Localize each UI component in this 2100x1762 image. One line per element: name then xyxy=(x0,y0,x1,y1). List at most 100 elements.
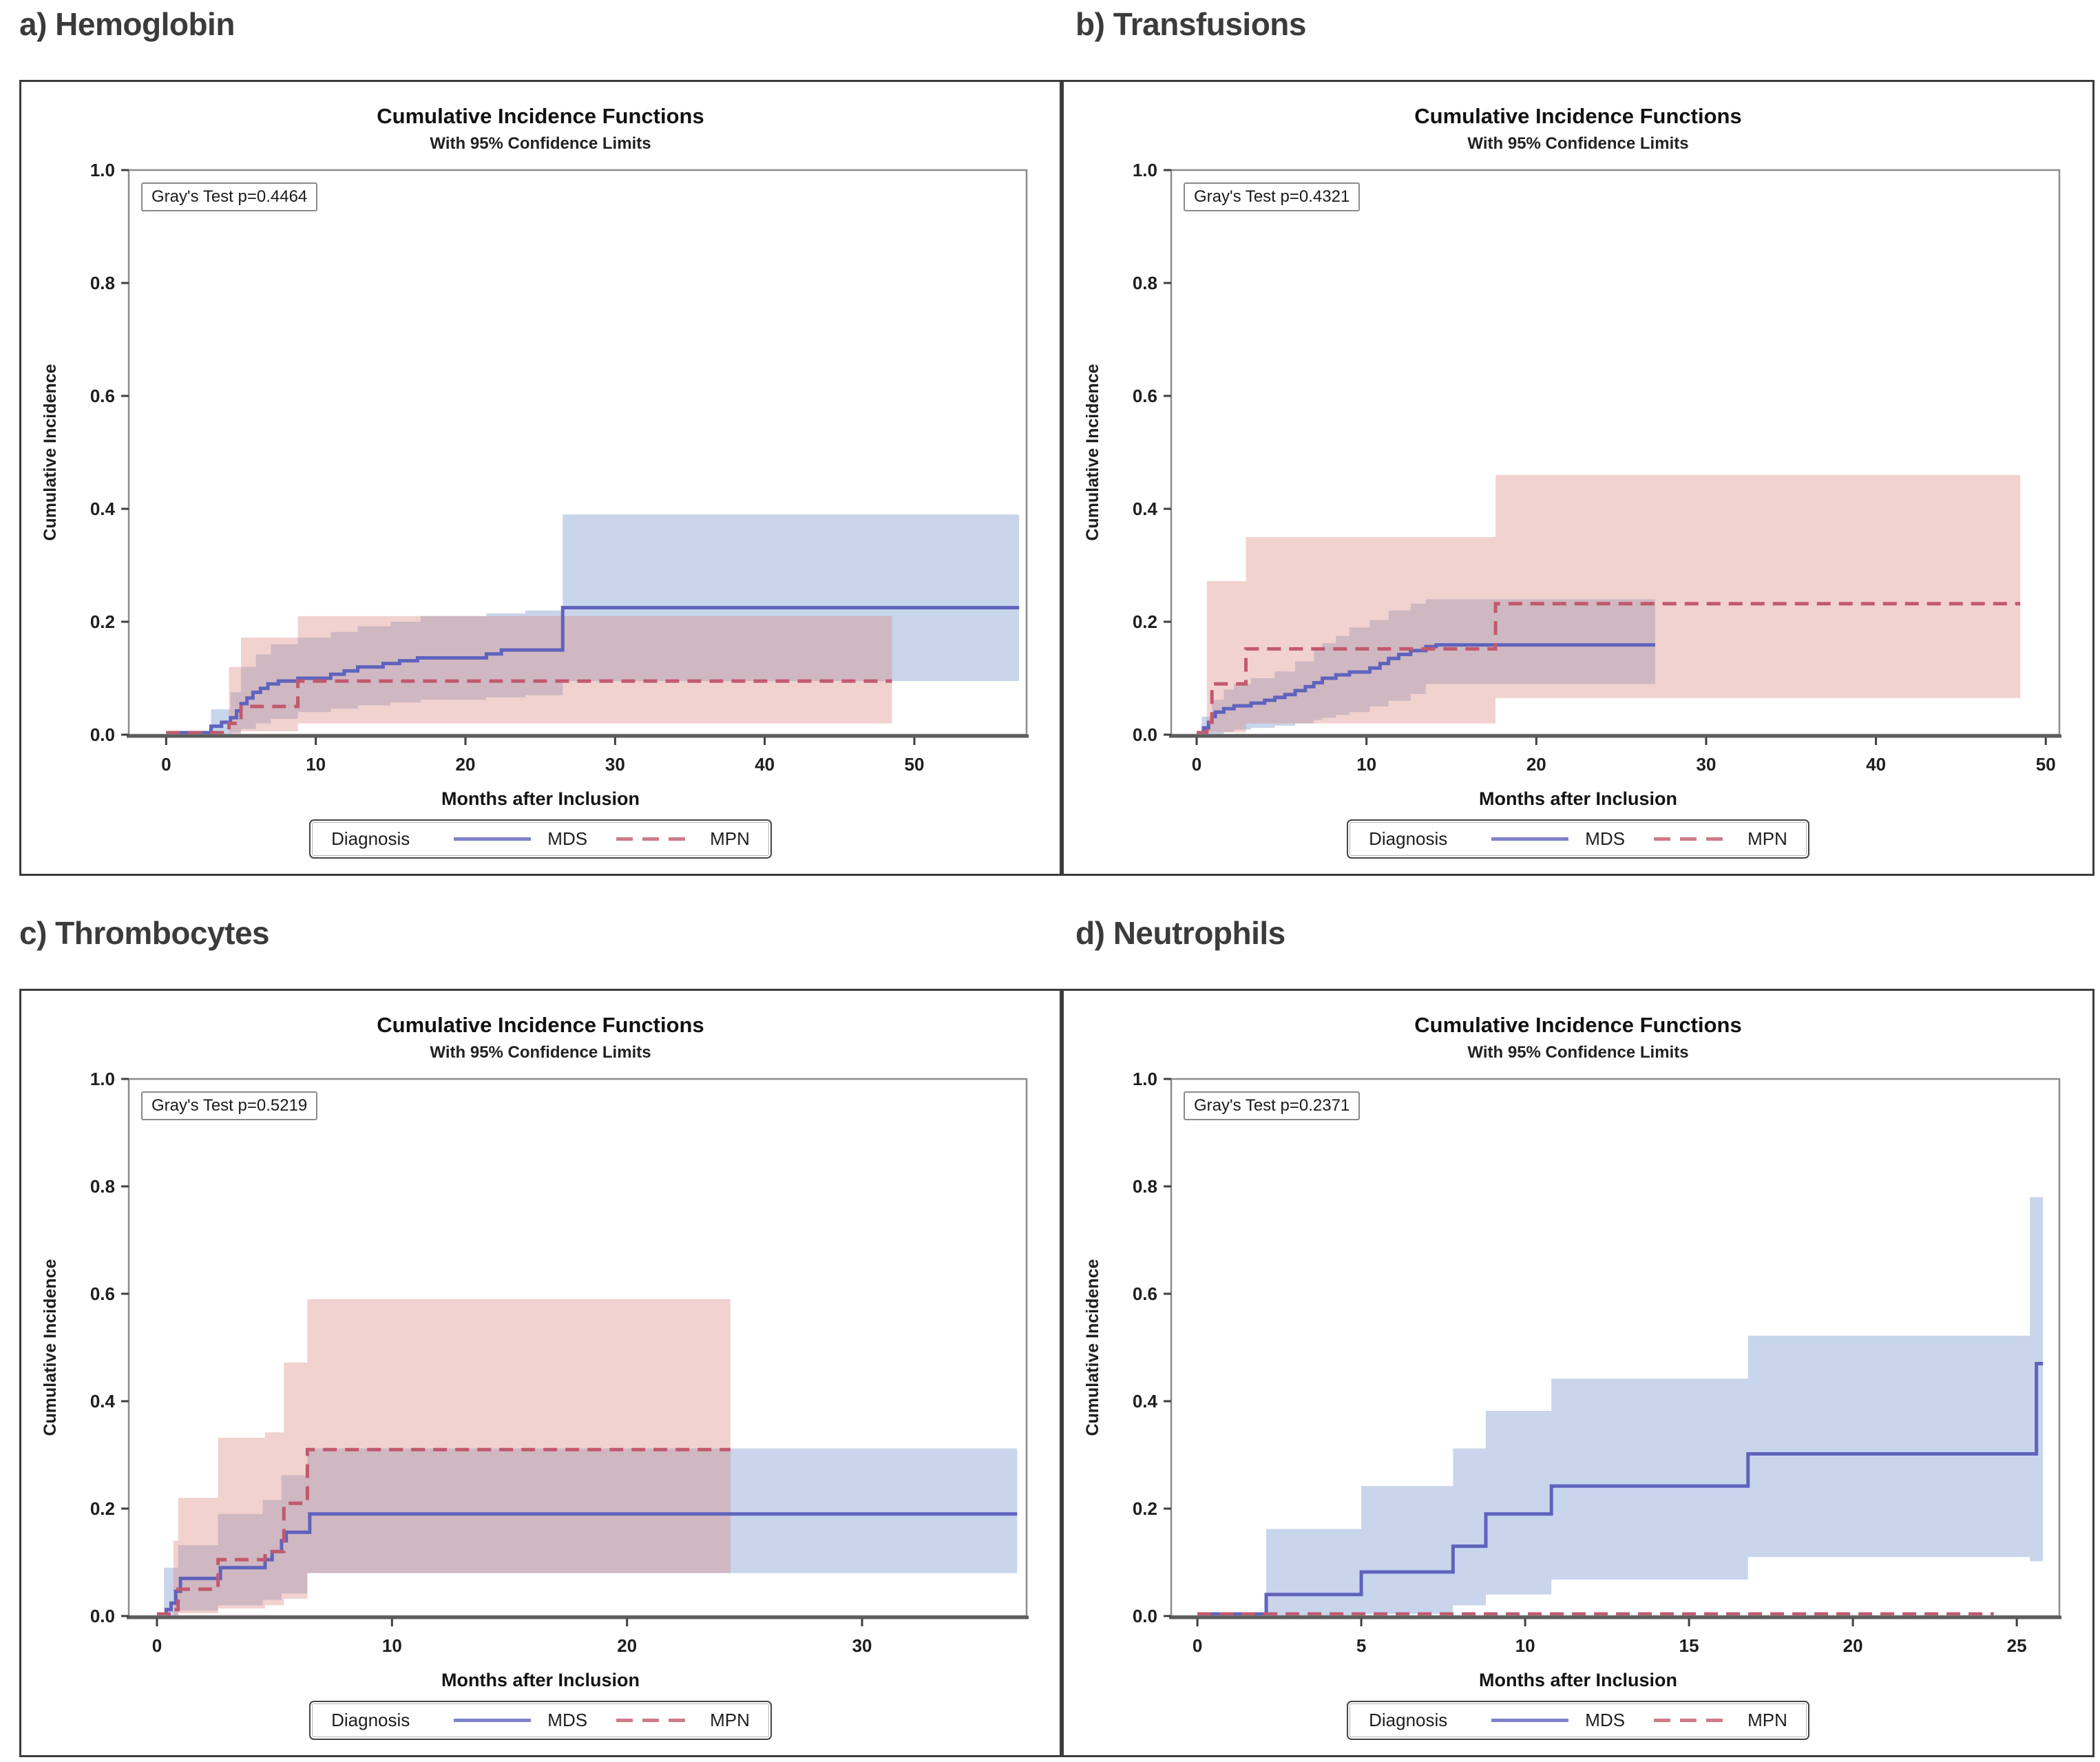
mds-line xyxy=(156,1512,1018,1616)
x-tick-label: 30 xyxy=(605,754,625,775)
legend-mpn-label: MPN xyxy=(710,1710,750,1730)
x-tick-label: 30 xyxy=(852,1635,872,1656)
legend-mpn-label: MPN xyxy=(710,828,750,849)
grays-test-annotation: Gray's Test p=0.2371 xyxy=(1184,1091,1361,1120)
mpn-line xyxy=(156,1447,731,1616)
grays-test-annotation: Gray's Test p=0.4464 xyxy=(141,182,318,211)
plot-wall xyxy=(129,1079,1027,1616)
y-tick-label: 0.8 xyxy=(1133,273,1157,293)
x-axis-label: Months after Inclusion xyxy=(441,788,640,809)
mds-line-sample xyxy=(1491,1719,1569,1722)
legend-box: Diagnosis MDS MPN xyxy=(1347,1701,1809,1740)
x-tick-label: 30 xyxy=(1696,754,1716,775)
y-tick-label: 0.2 xyxy=(1133,611,1157,632)
y-axis-label: Cumulative Incidence xyxy=(41,1259,60,1436)
chart-title: Cumulative Incidence Functions xyxy=(377,104,704,128)
x-tick-label: 0 xyxy=(152,1635,162,1656)
y-axis-label: Cumulative Incidence xyxy=(1083,1259,1102,1436)
y-axis-label: Cumulative Incidence xyxy=(41,364,60,541)
x-tick-label: 10 xyxy=(306,754,326,775)
x-tick-label: 40 xyxy=(1866,754,1886,775)
mpn-line xyxy=(166,679,892,735)
x-tick-label: 0 xyxy=(1193,1635,1202,1656)
y-tick-label: 0.2 xyxy=(90,611,115,632)
legend-title: Diagnosis xyxy=(1369,828,1448,849)
x-tick-label: 20 xyxy=(1526,754,1546,775)
mds-line xyxy=(1196,643,1655,735)
y-tick-label: 0.0 xyxy=(1133,1606,1157,1626)
section-label-thrombocytes: c) Thrombocytes xyxy=(19,915,270,951)
x-tick-label: 20 xyxy=(456,754,476,775)
y-tick-label: 0.8 xyxy=(1133,1176,1157,1197)
y-tick-label: 0.8 xyxy=(90,273,115,293)
chart-title: Cumulative Incidence Functions xyxy=(1414,104,1742,128)
chart-subtitle: With 95% Confidence Limits xyxy=(1467,134,1689,153)
chart-subtitle: With 95% Confidence Limits xyxy=(430,134,651,153)
x-tick-label: 40 xyxy=(755,754,775,775)
plot-area: 0 10 20 30 40 50 0.0 0.2 0.4 0.6 0.8 1.0 Cumulative … xyxy=(25,160,1050,786)
grays-test-annotation: Gray's Test p=0.5219 xyxy=(141,1091,318,1120)
x-tick-label: 0 xyxy=(161,754,171,775)
x-tick-label: 25 xyxy=(2007,1635,2027,1656)
chart-title: Cumulative Incidence Functions xyxy=(377,1013,704,1037)
y-tick-label: 0.6 xyxy=(90,386,115,406)
y-tick-label: 0.0 xyxy=(90,1606,115,1626)
x-tick-label: 10 xyxy=(382,1635,402,1656)
cif-chart-transfusions: 0 10 20 30 40 50 0.0 0.2 0.4 0.6 0.8 1.0 Cumulative … xyxy=(1083,160,2061,775)
chart-subtitle: With 95% Confidence Limits xyxy=(430,1043,651,1062)
mpn-line xyxy=(1196,602,2021,735)
legend-title: Diagnosis xyxy=(331,1710,410,1730)
y-tick-label: 0.2 xyxy=(90,1498,115,1519)
section-label-neutrophils: d) Neutrophils xyxy=(1075,915,1285,951)
mpn-line-sample xyxy=(616,837,694,841)
legend-mds-label: MDS xyxy=(547,1710,588,1730)
plot-wall xyxy=(129,170,1027,735)
x-tick-label: 15 xyxy=(1679,1635,1699,1656)
legend-mds-label: MDS xyxy=(547,828,588,849)
x-tick-label: 50 xyxy=(2036,754,2056,775)
y-axis-label: Cumulative Incidence xyxy=(1083,364,1102,541)
plot-area: 0 10 20 30 40 50 0.0 0.2 0.4 0.6 0.8 1.0 Cumulative … xyxy=(1068,160,2083,786)
y-tick-label: 0.8 xyxy=(90,1176,115,1197)
panel-neutrophils: Cumulative Incidence Functions With 95% … xyxy=(1062,989,2094,1757)
legend-box: Diagnosis MDS MPN xyxy=(1347,819,1809,859)
legend-mds-label: MDS xyxy=(1585,1710,1626,1730)
mds-confidence-band xyxy=(1201,599,1655,735)
y-tick-label: 0.2 xyxy=(1133,1498,1157,1519)
cif-chart-neutrophils: 0 5 10 15 20 25 0.0 0.2 0.4 0.6 0.8 1.0 Cumulative I… xyxy=(1083,1069,2061,1656)
plot-area: 0 10 20 30 0.0 0.2 0.4 0.6 0.8 1.0 Cumulative Inci… xyxy=(25,1069,1050,1667)
y-tick-label: 0.6 xyxy=(90,1283,115,1304)
y-tick-label: 0.0 xyxy=(1133,724,1157,745)
mds-confidence-band xyxy=(1266,1197,2044,1616)
legend: Diagnosis MDS MPN xyxy=(21,1692,1060,1755)
x-axis-label: Months after Inclusion xyxy=(1478,1670,1677,1690)
grays-test-annotation: Gray's Test p=0.4321 xyxy=(1184,182,1361,211)
x-tick-label: 5 xyxy=(1356,1635,1366,1656)
legend-box: Diagnosis MDS MPN xyxy=(309,819,772,859)
x-tick-label: 50 xyxy=(905,754,925,775)
cif-chart-thrombocytes: 0 10 20 30 0.0 0.2 0.4 0.6 0.8 1.0 Cumulative Inci… xyxy=(41,1069,1029,1656)
panel-transfusions: Cumulative Incidence Functions With 95% … xyxy=(1062,80,2094,876)
mds-line xyxy=(166,606,1020,735)
chart-subtitle: With 95% Confidence Limits xyxy=(1467,1043,1689,1062)
x-tick-label: 0 xyxy=(1192,754,1201,775)
x-tick-label: 20 xyxy=(617,1635,637,1656)
mpn-confidence-band xyxy=(173,1299,731,1616)
cif-chart-hemoglobin: 0 10 20 30 40 50 0.0 0.2 0.4 0.6 0.8 1.0 Cumulative … xyxy=(41,160,1029,775)
plot-area: 0 5 10 15 20 25 0.0 0.2 0.4 0.6 0.8 1.0 Cumulative I… xyxy=(1068,1069,2083,1667)
y-tick-label: 1.0 xyxy=(90,1069,115,1089)
panel-hemoglobin: Cumulative Incidence Functions With 95% … xyxy=(19,80,1062,876)
y-tick-label: 0.4 xyxy=(1133,1391,1158,1412)
mpn-confidence-band xyxy=(229,616,892,735)
legend: Diagnosis MDS MPN xyxy=(1064,1692,2092,1755)
y-tick-label: 0.6 xyxy=(1133,386,1157,406)
mds-line-sample xyxy=(454,1719,532,1722)
y-tick-label: 0.0 xyxy=(90,724,115,745)
mds-line-sample xyxy=(1491,837,1569,841)
plot-wall xyxy=(1171,170,2059,735)
legend-mpn-label: MPN xyxy=(1747,828,1787,849)
mpn-confidence-band xyxy=(1206,474,2021,733)
y-tick-label: 1.0 xyxy=(90,160,115,180)
y-tick-label: 0.4 xyxy=(1133,499,1158,519)
y-tick-label: 1.0 xyxy=(1133,160,1157,180)
